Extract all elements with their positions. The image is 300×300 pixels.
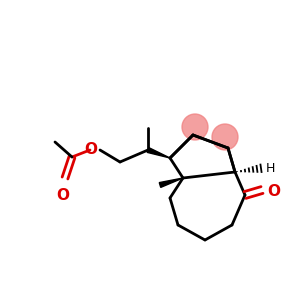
Text: O: O bbox=[84, 142, 97, 157]
Circle shape bbox=[212, 124, 238, 150]
Polygon shape bbox=[147, 148, 170, 158]
Polygon shape bbox=[159, 178, 183, 188]
Text: O: O bbox=[267, 184, 280, 200]
Text: H: H bbox=[266, 161, 275, 175]
Circle shape bbox=[182, 114, 208, 140]
Text: O: O bbox=[56, 188, 70, 203]
